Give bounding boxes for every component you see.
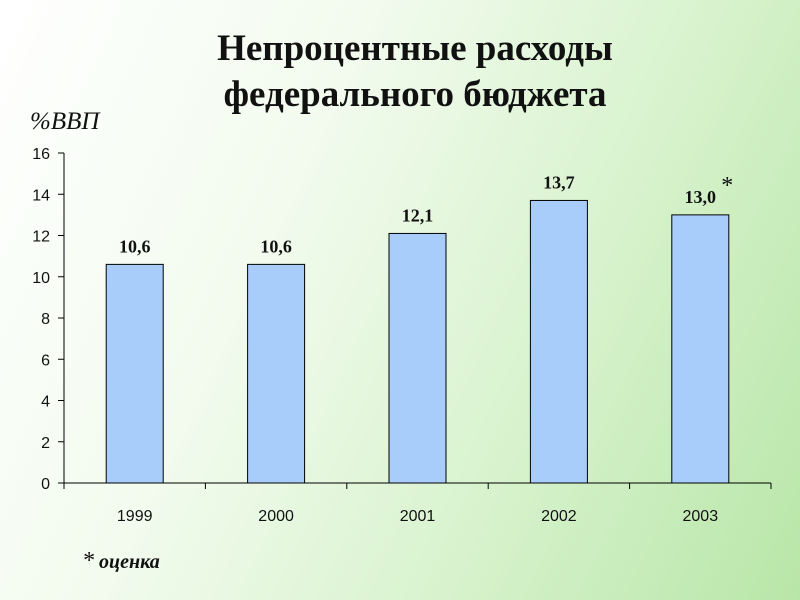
y-tick-label: 6 [41, 352, 50, 369]
x-tick-label-2001: 2001 [400, 508, 436, 525]
labels: 1999 10,6 2000 10,6 2001 12,1 2002 13,7 2003 13,0… [117, 172, 733, 525]
x-tick-label-1999: 1999 [117, 508, 153, 525]
annotation-asterisk-2003: * [721, 173, 733, 199]
y-tick-label: 8 [41, 311, 50, 328]
bars [105, 199, 730, 484]
data-label-2002: 13,7 [543, 172, 575, 192]
data-label-2003: 13,0 [685, 187, 717, 207]
bar-1999 [105, 263, 164, 484]
x-tick-label-2002: 2002 [541, 508, 577, 525]
axes: 0 2 4 6 8 10 12 14 16 [32, 146, 772, 493]
chart-title-line-1: Непроцентные расходы [217, 28, 613, 69]
chart-title: Непроцентные расходы федерального бюджет… [0, 26, 800, 118]
y-tick-label: 12 [32, 229, 50, 246]
y-tick-label: 0 [41, 476, 50, 493]
data-label-2001: 12,1 [402, 205, 434, 225]
bar-2000 [247, 263, 306, 484]
x-tick-label-2000: 2000 [258, 508, 294, 525]
bar-2001 [388, 232, 447, 484]
footnote: * оценка [82, 548, 160, 575]
bar-2002 [529, 199, 588, 484]
footnote-text: оценка [99, 551, 160, 573]
chart-title-line-2: федерального бюджета [223, 74, 607, 115]
x-tick-label-2003: 2003 [683, 508, 719, 525]
y-tick-label: 10 [32, 270, 50, 287]
data-label-2000: 10,6 [260, 236, 292, 256]
bar-2003 [671, 214, 730, 484]
y-tick-label: 4 [41, 394, 50, 411]
footnote-asterisk: * [82, 548, 94, 574]
y-axis-label: %ВВП [30, 108, 100, 135]
y-tick-label: 14 [32, 187, 50, 204]
y-tick-label: 2 [41, 435, 50, 452]
y-tick-label: 16 [32, 146, 50, 163]
data-label-1999: 10,6 [119, 236, 151, 256]
